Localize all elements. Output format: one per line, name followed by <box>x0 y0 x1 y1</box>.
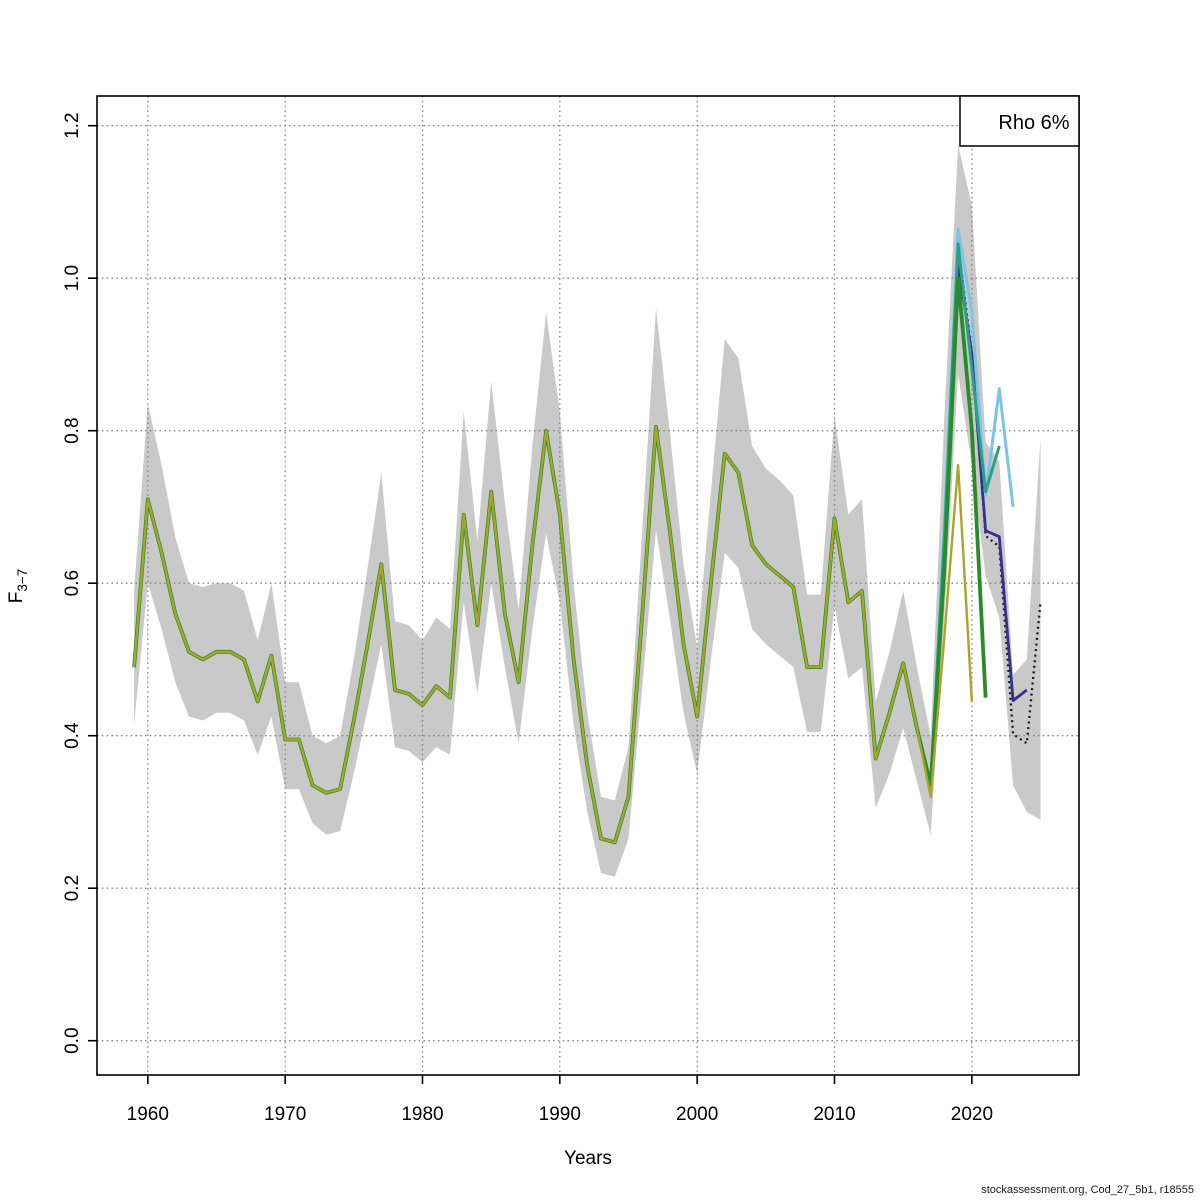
y-tick-label: 1.2 <box>62 112 83 138</box>
x-tick-label: 1970 <box>264 1104 306 1125</box>
grid <box>97 96 1079 1075</box>
y-axis-title-main: F <box>6 592 27 604</box>
confidence-band-area <box>134 144 1041 877</box>
x-tick-label: 2020 <box>951 1104 993 1125</box>
y-axis: 0.0 0.2 0.4 0.6 0.8 1.0 1.2 <box>62 112 97 1054</box>
y-tick-label: 0.6 <box>62 570 83 596</box>
x-tick-label: 2000 <box>676 1104 718 1125</box>
y-tick-label: 0.2 <box>62 875 83 901</box>
series-line-retro-peel-2020 <box>132 425 974 844</box>
footer-credit: stockassessment.org, Cod_27_5b1, r18555 <box>981 1184 1194 1196</box>
y-tick-label: 0.4 <box>62 722 83 749</box>
x-axis-title: Years <box>564 1148 612 1169</box>
x-axis: 1960 1970 1980 1990 2000 2010 2020 <box>127 1075 993 1125</box>
x-tick-label: 2010 <box>813 1104 855 1125</box>
y-axis-title: F3−7 <box>6 569 30 604</box>
legend: Rho 6% <box>959 95 1080 147</box>
x-tick-label: 1960 <box>127 1104 169 1125</box>
y-tick-label: 0.8 <box>62 417 83 443</box>
legend-label: Rho 6% <box>998 112 1069 134</box>
plot-border <box>96 95 1080 1076</box>
x-tick-label: 1980 <box>401 1104 443 1125</box>
y-tick-label: 1.0 <box>62 265 83 291</box>
series-lines <box>132 227 1042 845</box>
y-axis-title-sub: 3−7 <box>15 569 30 592</box>
y-tick-label: 0.0 <box>62 1027 83 1053</box>
confidence-band <box>134 144 1041 877</box>
x-tick-label: 1990 <box>539 1104 581 1125</box>
legend-box <box>959 95 1080 147</box>
